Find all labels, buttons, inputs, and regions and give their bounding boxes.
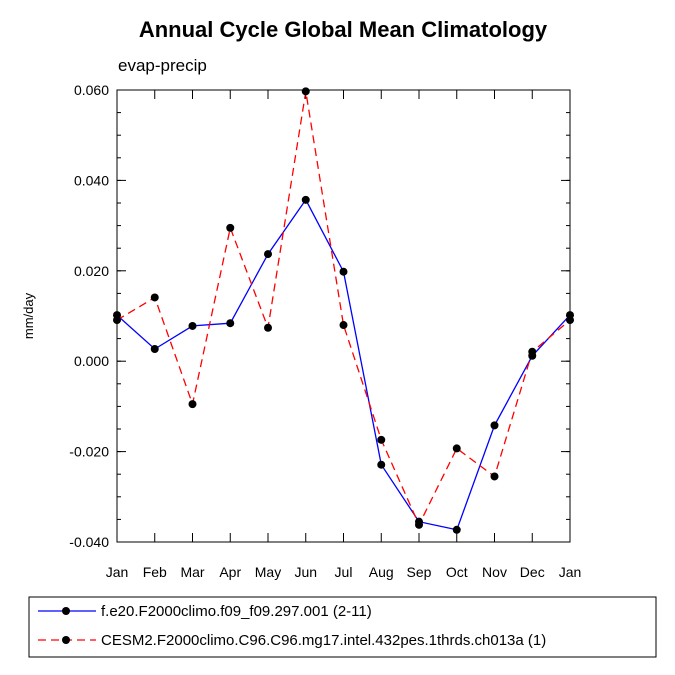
x-tick-label: Jan: [559, 564, 582, 580]
y-tick-label: 0.060: [74, 82, 109, 98]
y-tick-label: -0.040: [69, 534, 109, 550]
x-tick-label: Sep: [407, 564, 432, 580]
series-2-point: [452, 444, 461, 453]
series-2-point: [339, 321, 348, 330]
x-tick-label: Oct: [446, 564, 468, 580]
series-2-point: [566, 316, 574, 325]
x-tick-label: Jun: [294, 564, 317, 580]
x-tick-label: Nov: [482, 564, 507, 580]
chart-subtitle: evap-precip: [118, 56, 207, 75]
series-2-point: [490, 472, 499, 481]
x-tick-label: Apr: [219, 564, 241, 580]
series-line-2: [116, 91, 571, 527]
chart-title: Annual Cycle Global Mean Climatology: [139, 17, 548, 42]
series-1-point: [301, 195, 310, 204]
series-1-point: [264, 250, 272, 259]
legend-marker-2: [62, 636, 70, 644]
series-1-point: [490, 421, 499, 430]
y-tick-label: 0.040: [74, 172, 109, 188]
series-1-point: [226, 319, 235, 328]
y-axis-label: mm/day: [21, 292, 36, 339]
series-2-point: [415, 520, 423, 529]
y-tick-label: -0.020: [69, 444, 109, 460]
series-2-point: [377, 435, 386, 444]
x-tick-label: May: [255, 564, 281, 580]
legend-label-2: CESM2.F2000climo.C96.C96.mg17.intel.432p…: [101, 632, 546, 649]
legend-label-1: f.e20.F2000climo.f09_f09.297.001 (2-11): [101, 603, 372, 620]
series-1-point: [188, 321, 197, 330]
x-tick-label: Jan: [106, 564, 129, 580]
x-tick-label: Jul: [335, 564, 353, 580]
x-tick-label: Aug: [369, 564, 394, 580]
legend-marker-1: [62, 607, 70, 615]
legend-box: [28, 596, 657, 658]
x-tick-label: Feb: [143, 564, 167, 580]
x-tick-label: Mar: [180, 564, 204, 580]
series-2-point: [528, 347, 537, 356]
series-1-point: [150, 344, 159, 353]
series-2-point: [264, 323, 272, 332]
series-2-point: [226, 223, 235, 232]
y-tick-label: 0.020: [74, 263, 109, 279]
x-tick-label: Dec: [520, 564, 545, 580]
series-line-1: [116, 198, 571, 531]
series-2-point: [188, 400, 197, 409]
series-2-point: [113, 316, 121, 325]
series-2-point: [150, 293, 159, 302]
plot-area: [116, 89, 571, 543]
series-1-point: [377, 460, 386, 469]
series-2-point: [301, 87, 310, 96]
series-1-point: [339, 267, 348, 276]
series-1-point: [452, 525, 461, 534]
y-tick-label: 0.000: [74, 353, 109, 369]
